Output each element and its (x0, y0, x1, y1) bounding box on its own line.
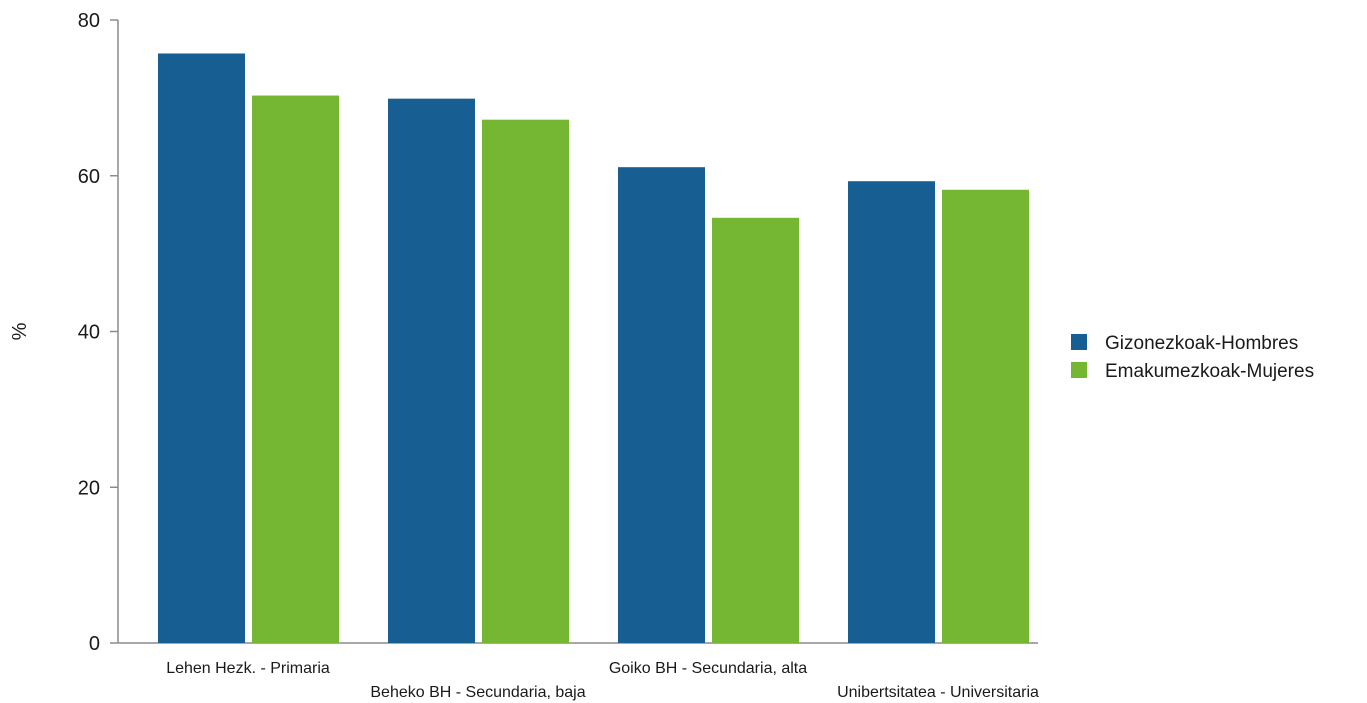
category-labels: Lehen Hezk. - Primaria Beheko BH - Secund… (166, 660, 1039, 701)
legend-swatch (1071, 362, 1087, 378)
y-tick-label: 40 (78, 322, 100, 344)
bar-hombres-1 (388, 98, 475, 643)
bar-hombres-3 (848, 181, 935, 644)
y-tick-label: 80 (78, 10, 100, 32)
category-label: Goiko BH - Secundaria, alta (609, 660, 807, 677)
category-label: Unibertsitatea - Universitaria (837, 684, 1039, 701)
bars (158, 53, 1029, 644)
legend-label: Emakumezkoak-Mujeres (1105, 361, 1314, 382)
y-axis-label: % (9, 322, 31, 340)
legend: Gizonezkoak-Hombres Emakumezkoak-Mujeres (1071, 333, 1314, 382)
bar-mujeres-3 (942, 189, 1029, 643)
bar-hombres-0 (158, 53, 245, 643)
y-tick-label: 0 (89, 633, 100, 655)
y-tick-label: 60 (78, 166, 100, 188)
bar-mujeres-0 (252, 95, 339, 643)
category-label: Lehen Hezk. - Primaria (166, 660, 330, 677)
bar-hombres-2 (618, 167, 705, 643)
bar-mujeres-1 (482, 119, 569, 644)
category-label: Beheko BH - Secundaria, baja (370, 684, 585, 701)
y-tick-label: 20 (78, 477, 100, 499)
bar-mujeres-2 (712, 217, 799, 644)
legend-label: Gizonezkoak-Hombres (1105, 333, 1298, 354)
legend-swatch (1071, 334, 1087, 350)
y-ticks: 0 20 40 60 80 (78, 10, 118, 655)
